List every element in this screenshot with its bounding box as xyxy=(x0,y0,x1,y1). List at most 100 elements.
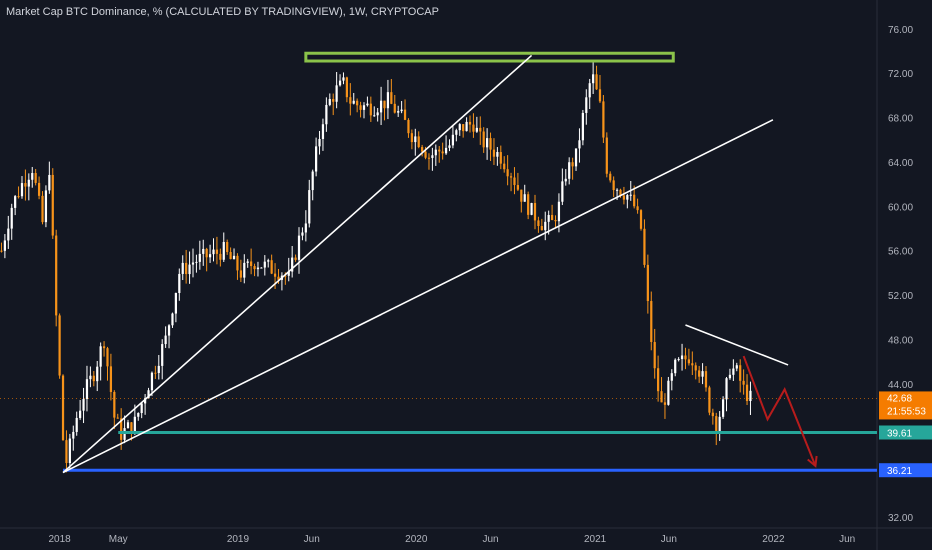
candle xyxy=(79,399,82,420)
candle-body xyxy=(670,373,673,381)
candle-body xyxy=(585,97,588,113)
candle xyxy=(106,346,109,381)
resistance-zone xyxy=(304,51,675,63)
candle-body xyxy=(167,325,171,336)
candle xyxy=(393,94,396,114)
candle-body xyxy=(691,363,694,366)
time-scale[interactable]: 2018 May 2019 Jun 2020 Jun 2021 Jun 2022 Jun xyxy=(48,534,855,545)
candle-body xyxy=(359,105,362,110)
candle-body xyxy=(701,371,704,377)
candle-body xyxy=(301,232,304,236)
candle-body xyxy=(465,121,468,132)
candle-body xyxy=(732,368,735,375)
candle xyxy=(715,412,718,446)
candle xyxy=(65,430,68,473)
candle-body xyxy=(626,195,629,200)
candle xyxy=(291,245,294,278)
candle-body xyxy=(588,83,591,98)
price-scale[interactable]: 76.00 72.00 68.00 64.00 60.00 56.00 52.00 48.00… xyxy=(888,25,913,524)
candle-body xyxy=(250,261,253,267)
candle xyxy=(304,210,307,242)
candle xyxy=(574,148,578,171)
candle xyxy=(17,186,20,199)
candle xyxy=(10,203,13,240)
price-tick-label: 68.00 xyxy=(888,114,913,125)
candle-body xyxy=(653,342,656,369)
candle xyxy=(650,291,653,351)
candle xyxy=(41,191,44,225)
candle xyxy=(27,173,30,201)
candle-body xyxy=(475,127,478,132)
candle xyxy=(109,353,113,401)
candle-body xyxy=(390,92,393,104)
candle xyxy=(161,339,164,380)
candle-body xyxy=(489,138,492,150)
candle xyxy=(561,168,564,206)
candle xyxy=(431,147,434,171)
candle-body xyxy=(745,384,749,402)
candle-body xyxy=(137,413,140,417)
candle-body xyxy=(356,100,359,106)
candle xyxy=(520,189,523,213)
candle xyxy=(653,328,656,379)
candle-body xyxy=(99,346,102,367)
candle xyxy=(116,413,119,419)
candle xyxy=(352,92,355,105)
candle xyxy=(588,78,591,110)
projection-arrowhead xyxy=(807,455,818,468)
candle-body xyxy=(185,262,188,275)
candle xyxy=(479,116,482,145)
candle xyxy=(605,132,608,178)
candle-body xyxy=(571,162,574,167)
candle xyxy=(721,396,725,419)
candle xyxy=(592,62,595,94)
candle-body xyxy=(277,276,280,280)
candle xyxy=(208,244,212,263)
time-tick-label: Jun xyxy=(839,534,855,545)
candle-body xyxy=(523,194,526,202)
candle-body xyxy=(215,249,219,254)
candle xyxy=(670,369,673,391)
candle xyxy=(407,118,410,138)
candle-body xyxy=(687,359,691,364)
candle-body xyxy=(397,111,400,113)
candle xyxy=(31,166,34,188)
candle xyxy=(280,272,284,291)
candle-body xyxy=(694,365,697,371)
candle xyxy=(99,342,102,381)
candle-body xyxy=(239,270,242,278)
candle-body xyxy=(14,196,17,208)
candle xyxy=(564,169,567,186)
candle xyxy=(202,239,205,266)
candle-body xyxy=(256,267,260,270)
candle-body xyxy=(253,266,256,270)
candle xyxy=(718,411,721,441)
candle-body xyxy=(718,416,721,432)
candle xyxy=(246,258,249,268)
candle-body xyxy=(721,399,725,417)
candle xyxy=(739,359,742,393)
candle xyxy=(181,255,184,281)
candle-body xyxy=(154,372,157,374)
candle xyxy=(345,76,349,103)
candle-body xyxy=(595,74,598,90)
candle-body xyxy=(715,416,718,432)
candle xyxy=(325,97,328,132)
candle-body xyxy=(448,145,451,148)
candle-body xyxy=(226,241,229,252)
candle xyxy=(462,124,465,138)
candle-body xyxy=(609,173,612,181)
candle-body xyxy=(0,250,3,252)
candle xyxy=(123,415,126,444)
support-green-label: 39.61 xyxy=(887,428,912,439)
candle-body xyxy=(383,100,386,109)
time-tick-label: 2020 xyxy=(405,534,428,545)
candle xyxy=(711,408,714,425)
candle-body xyxy=(513,177,516,186)
time-tick-label: Jun xyxy=(482,534,498,545)
candle-body xyxy=(455,130,458,135)
candle xyxy=(612,176,615,198)
candle xyxy=(342,72,345,85)
candle-body xyxy=(622,195,626,200)
